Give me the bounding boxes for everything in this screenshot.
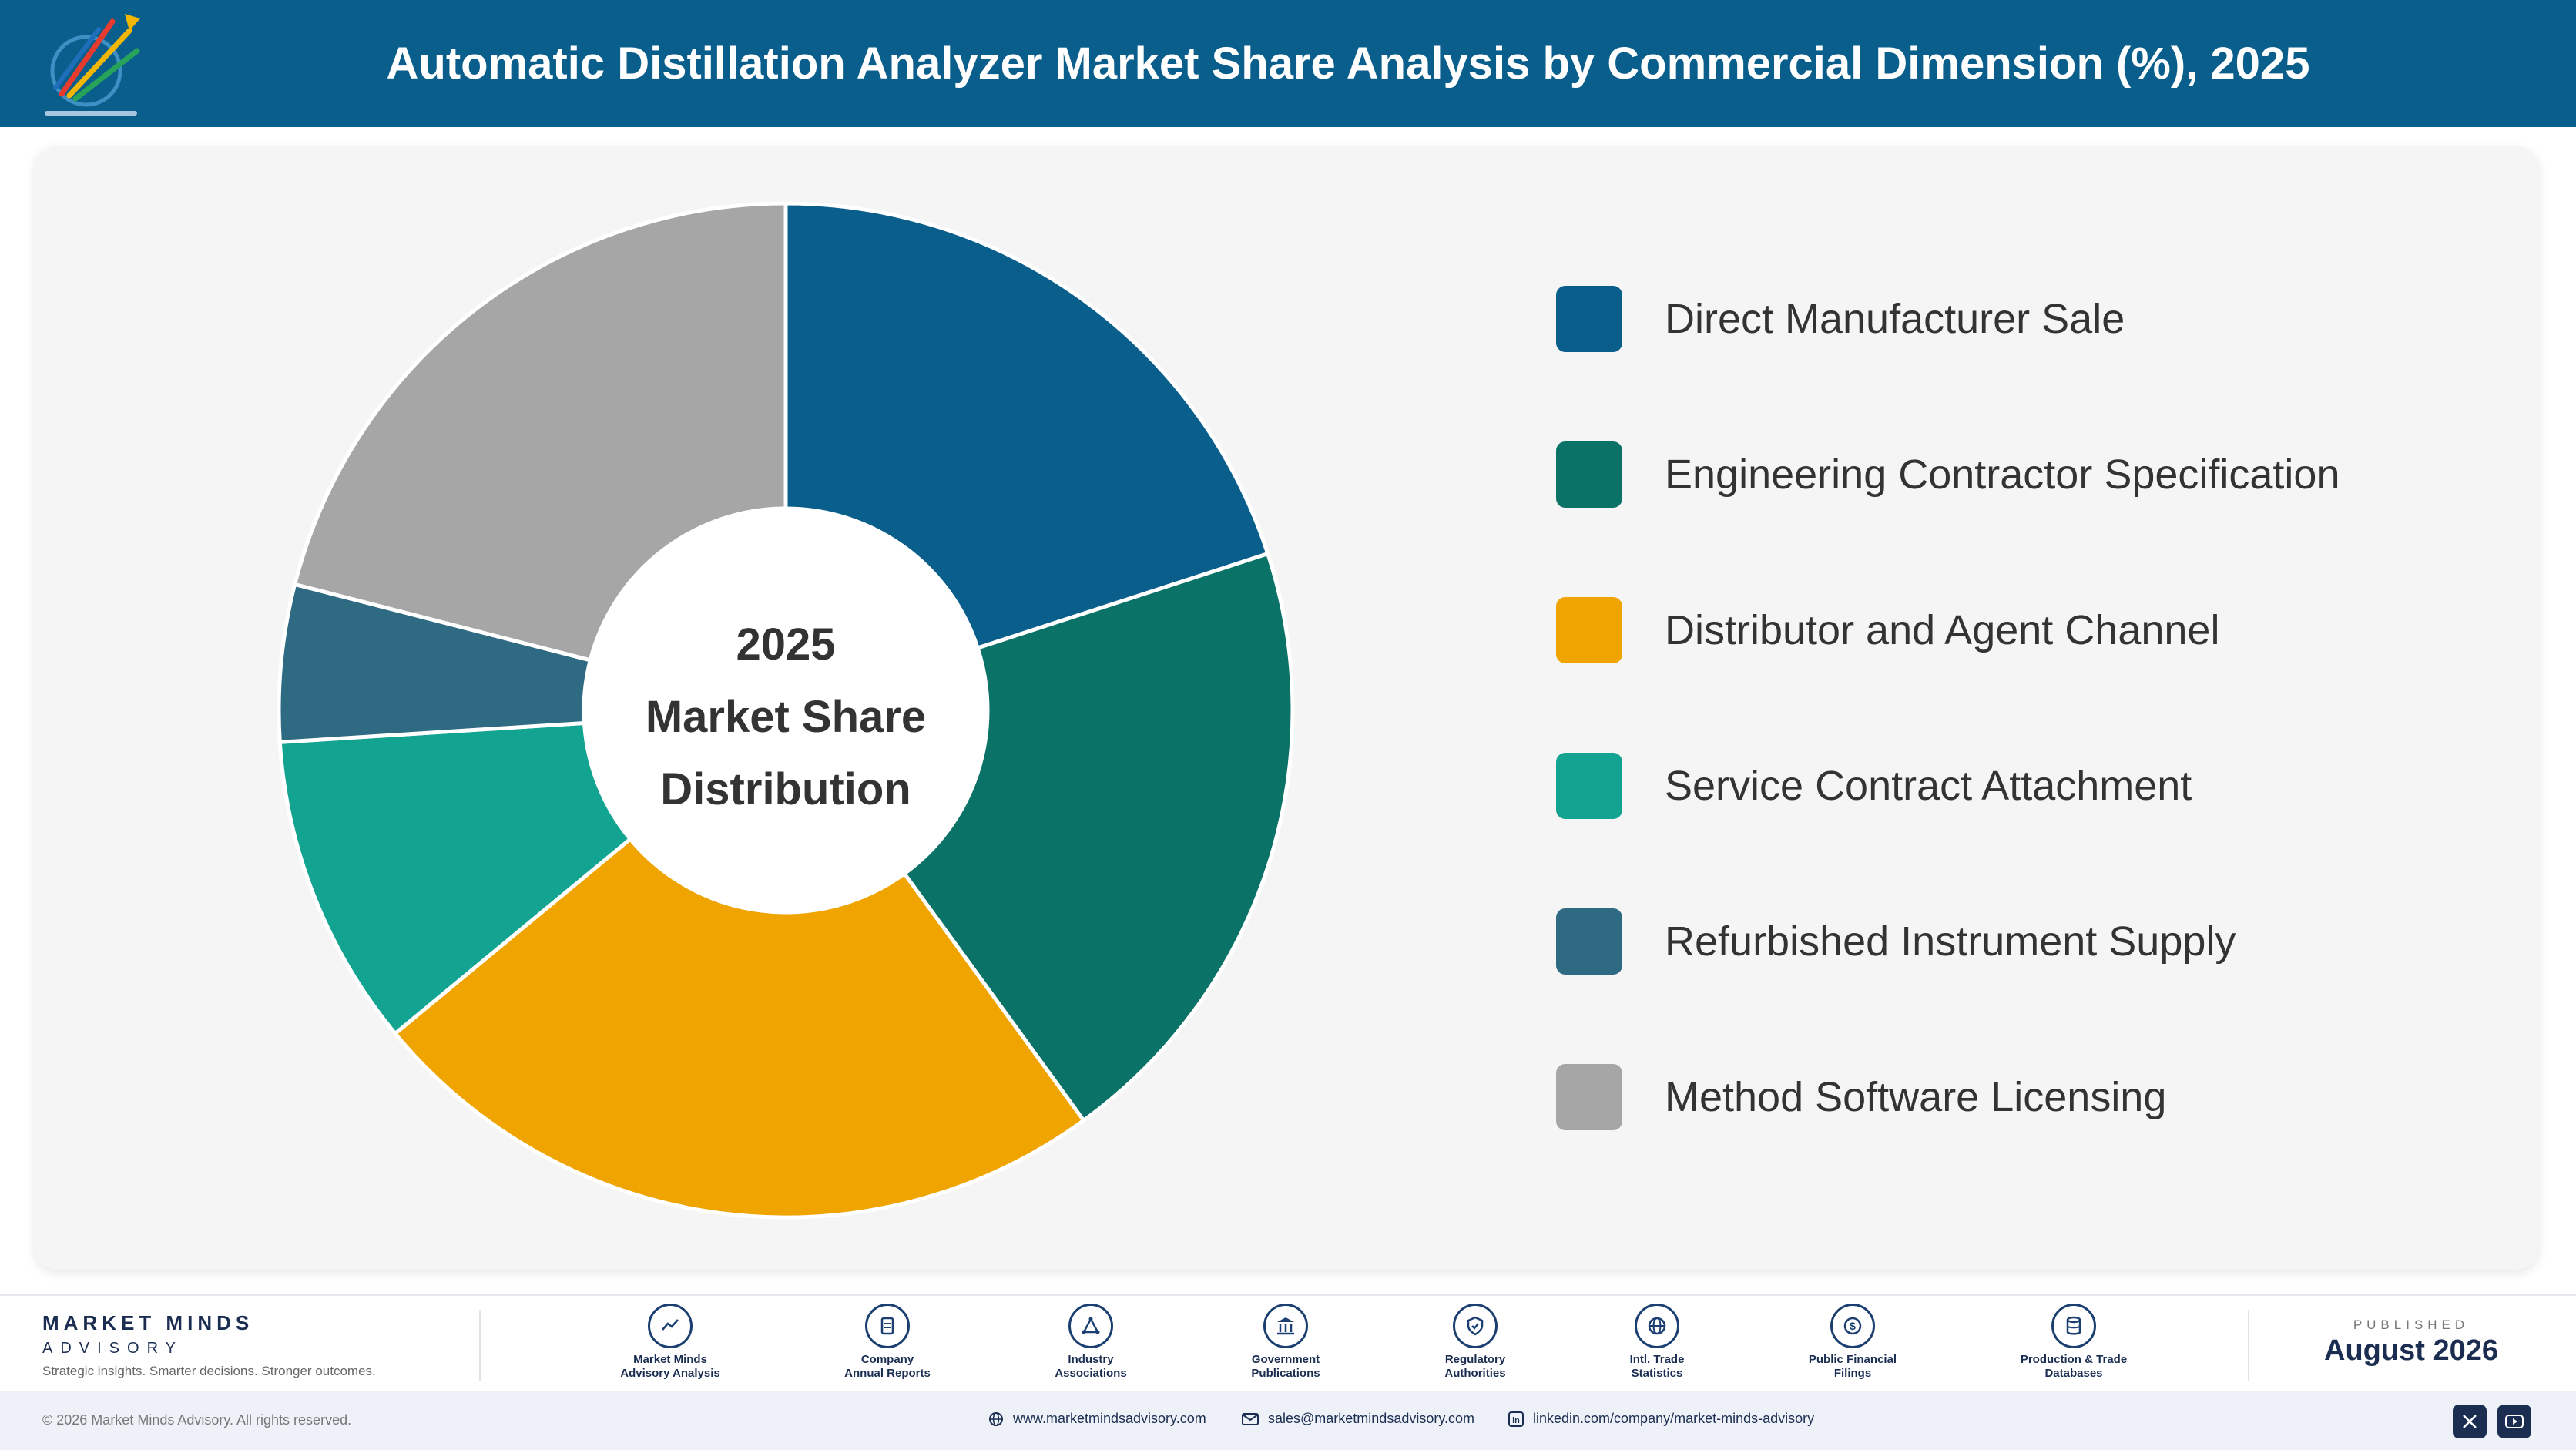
legend-swatch [1556, 908, 1622, 975]
network-icon [1068, 1304, 1113, 1348]
legend-label: Method Software Licensing [1665, 1074, 2167, 1120]
source-label: Regulatory Authorities [1390, 1353, 1560, 1381]
dollar-coin-icon: $ [1830, 1304, 1875, 1348]
legend-item: Distributor and Agent Channel [1556, 596, 2340, 664]
source-label-line: Government [1251, 1353, 1320, 1366]
center-label-line: 2025 [736, 619, 836, 670]
center-label-line: Market Share [645, 692, 927, 742]
source-label-line: Annual Reports [844, 1367, 931, 1380]
source-label-line: Filings [1833, 1367, 1872, 1380]
source-label-line: Advisory Analysis [620, 1367, 720, 1380]
source-item: Production & Trade Databases [1989, 1304, 2158, 1381]
published-date: August 2026 [2324, 1334, 2498, 1367]
copyright-text: © 2026 Market Minds Advisory. All rights… [42, 1412, 352, 1428]
legend-swatch [1556, 286, 1622, 352]
globe-icon [989, 1411, 1003, 1426]
youtube-icon [2505, 1415, 2524, 1428]
legend-label: Engineering Contractor Specification [1665, 451, 2340, 498]
legend-item: Engineering Contractor Specification [1556, 441, 2340, 509]
published-label: PUBLISHED [2353, 1317, 2470, 1332]
donut-center-label: 2025 Market Share Distribution [585, 609, 986, 826]
database-icon [2051, 1304, 2096, 1348]
source-label-line: Associations [1055, 1367, 1127, 1380]
source-item: Market Minds Advisory Analysis [585, 1304, 755, 1381]
source-item: $ Public Financial Filings [1768, 1304, 1937, 1381]
company-logo-icon [45, 14, 140, 116]
source-label-line: Authorities [1444, 1367, 1506, 1380]
source-item: Government Publications [1201, 1304, 1370, 1381]
linkedin-text: linkedin.com/company/market-minds-adviso… [1533, 1411, 1815, 1426]
page-title: Automatic Distillation Analyzer Market S… [386, 39, 2310, 89]
source-label-line: Regulatory [1444, 1353, 1506, 1366]
brand-tagline: Strategic insights. Smarter decisions. S… [42, 1364, 376, 1378]
source-label-line: Company [860, 1353, 914, 1366]
legend-label: Distributor and Agent Channel [1665, 607, 2220, 653]
source-label: Industry Associations [1006, 1353, 1176, 1381]
legend-item: Method Software Licensing [1556, 1063, 2340, 1131]
footer: MARKET MINDS ADVISORY Strategic insights… [0, 1294, 2576, 1391]
legend-label: Refurbished Instrument Supply [1665, 918, 2236, 965]
source-label: Public Financial Filings [1768, 1353, 1937, 1381]
source-label: Intl. Trade Statistics [1572, 1353, 1742, 1381]
source-label-line: Industry [1068, 1353, 1114, 1366]
shield-check-icon [1453, 1304, 1498, 1348]
source-label: Government Publications [1201, 1353, 1370, 1381]
government-building-icon [1263, 1304, 1308, 1348]
linkedin-link[interactable]: in linkedin.com/company/market-minds-adv… [1508, 1411, 1814, 1427]
email-text: sales@marketmindsadvisory.com [1268, 1411, 1475, 1426]
source-item: Regulatory Authorities [1390, 1304, 1560, 1381]
footer-divider [479, 1310, 481, 1381]
chart-legend: Direct Manufacturer Sale Engineering Cont… [1556, 285, 2340, 1219]
center-label-line: Distribution [660, 764, 911, 814]
source-label-line: Intl. Trade [1629, 1353, 1685, 1366]
source-label-line: Production & Trade [2020, 1353, 2128, 1366]
x-social-button[interactable] [2453, 1405, 2487, 1438]
legend-item: Direct Manufacturer Sale [1556, 285, 2340, 353]
bottom-bar: © 2026 Market Minds Advisory. All rights… [0, 1391, 2576, 1450]
source-label: Production & Trade Databases [1989, 1353, 2158, 1381]
website-text: www.marketmindsadvisory.com [1013, 1411, 1206, 1426]
legend-swatch [1556, 597, 1622, 663]
brand-subtitle: ADVISORY [42, 1340, 183, 1357]
header-bar: Automatic Distillation Analyzer Market S… [0, 0, 2576, 127]
source-item: Company Annual Reports [803, 1304, 972, 1381]
source-label: Company Annual Reports [803, 1353, 972, 1381]
website-link[interactable]: www.marketmindsadvisory.com [988, 1411, 1206, 1427]
trend-chart-icon [648, 1304, 693, 1348]
document-icon [865, 1304, 910, 1348]
source-label-line: Public Financial [1808, 1353, 1897, 1366]
linkedin-icon: in [1508, 1411, 1524, 1427]
footer-divider [2248, 1310, 2249, 1381]
legend-label: Direct Manufacturer Sale [1665, 296, 2125, 342]
x-logo-icon [2463, 1415, 2477, 1428]
brand-name: MARKET MINDS [42, 1311, 254, 1334]
youtube-social-button[interactable] [2497, 1405, 2531, 1438]
legend-item: Service Contract Attachment [1556, 752, 2340, 820]
source-label-line: Databases [2044, 1367, 2103, 1380]
source-item: Intl. Trade Statistics [1572, 1304, 1742, 1381]
mail-icon [1242, 1412, 1259, 1425]
source-label: Market Minds Advisory Analysis [585, 1353, 755, 1381]
legend-label: Service Contract Attachment [1665, 763, 2192, 809]
source-item: Industry Associations [1006, 1304, 1176, 1381]
globe-icon [1635, 1304, 1679, 1348]
source-label-line: Statistics [1631, 1367, 1683, 1380]
legend-swatch [1556, 753, 1622, 819]
legend-swatch [1556, 1064, 1622, 1130]
email-link[interactable]: sales@marketmindsadvisory.com [1242, 1411, 1474, 1427]
svg-text:in: in [1512, 1416, 1520, 1425]
svg-text:$: $ [1850, 1320, 1856, 1332]
source-label-line: Publications [1251, 1367, 1320, 1380]
source-label-line: Market Minds [633, 1353, 707, 1366]
legend-item: Refurbished Instrument Supply [1556, 908, 2340, 975]
legend-swatch [1556, 441, 1622, 508]
